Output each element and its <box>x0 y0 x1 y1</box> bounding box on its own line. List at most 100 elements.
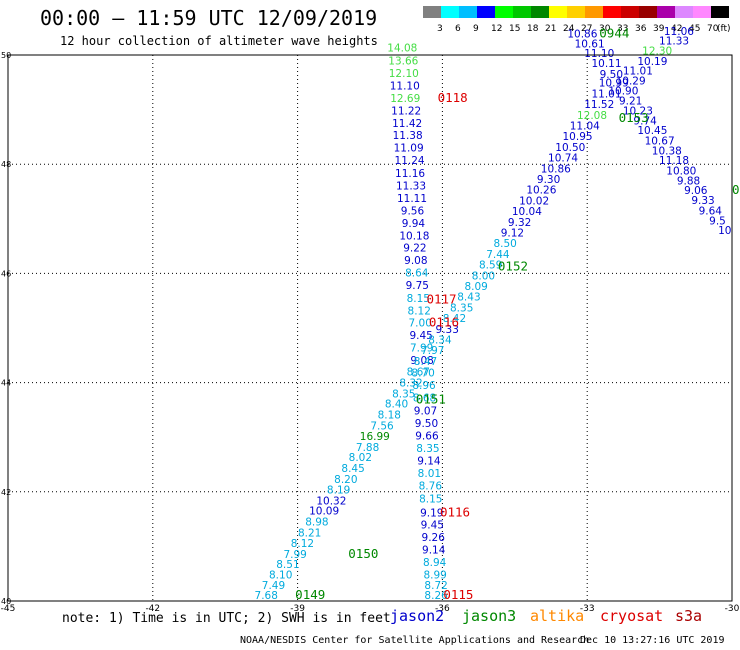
wave-height-point: 9.22 <box>403 243 426 255</box>
wave-height-point: 7.00 <box>409 317 432 329</box>
wave-height-point: 11.10 <box>584 48 614 60</box>
color-scale-label: 21 <box>545 24 557 34</box>
wave-height-point: 9.66 <box>415 430 439 442</box>
pass-time-label: 0149 <box>295 587 325 602</box>
wave-height-point: 11.01 <box>591 89 621 101</box>
color-swatch <box>693 6 711 18</box>
wave-height-point: 9.75 <box>406 280 429 292</box>
wave-height-point: 8.35 <box>416 443 439 455</box>
pass-time-label: 09 <box>732 182 740 197</box>
wave-height-point: 11.33 <box>659 36 689 48</box>
pass-time-label: 0117 <box>426 291 456 306</box>
wave-height-point: 7.68 <box>255 590 278 602</box>
wave-height-point: 9.33 <box>691 195 714 207</box>
color-scale-label: 42 <box>671 24 683 34</box>
y-tick-label: 46 <box>1 269 11 278</box>
pass-time-label: 0116 <box>440 504 470 519</box>
wave-height-point: 8.70 <box>411 368 434 380</box>
wave-height-point: 8.35 <box>450 303 473 315</box>
color-scale-label: 36 <box>635 24 647 34</box>
wave-height-point: 10.90 <box>608 85 638 97</box>
wave-height-point: 8.32 <box>399 377 422 389</box>
color-scale-label: 3 <box>437 24 443 34</box>
wave-height-point: 8.94 <box>423 557 447 569</box>
wave-height-point: 8.21 <box>298 528 321 540</box>
wave-height-point: 8.15 <box>419 494 442 506</box>
wave-height-point: 8.98 <box>305 517 328 529</box>
color-scale-label: 39 <box>653 24 665 34</box>
wave-height-point: 8.19 <box>327 484 350 496</box>
wave-height-point: 8.50 <box>493 238 516 250</box>
wave-height-point: 10.86 <box>567 29 597 41</box>
color-scale-unit: (ft) <box>717 24 731 34</box>
x-tick-label: -36 <box>435 604 450 614</box>
wave-height-point: 8.12 <box>291 538 314 550</box>
legend-altika: altika <box>530 607 585 625</box>
wave-height-point: 11.06 <box>664 26 694 38</box>
wave-height-point: 10.95 <box>563 131 593 143</box>
wave-height-point: 8.96 <box>412 380 436 392</box>
color-swatch <box>477 6 495 18</box>
y-tick-label: 50 <box>1 51 11 60</box>
color-swatch <box>603 6 621 18</box>
wave-height-point: 9.94 <box>402 218 426 230</box>
wave-height-point: 9.50 <box>415 418 438 430</box>
wave-height-point: 9.5 <box>709 215 726 227</box>
wave-height-point: 7.99 <box>410 342 433 354</box>
wave-height-point: 11.38 <box>393 130 423 142</box>
pass-time-label: 0116 <box>429 314 459 329</box>
wave-height-point: 10.50 <box>555 142 585 154</box>
pass-time-label: 0152 <box>498 259 528 274</box>
page-subtitle: 12 hour collection of altimeter wave hei… <box>60 34 378 48</box>
pass-time-label: 0150 <box>348 546 378 561</box>
wave-height-point: 9.14 <box>422 544 446 556</box>
wave-height-point: 9.19 <box>420 507 443 519</box>
wave-height-point: 8.02 <box>349 452 372 464</box>
color-swatch <box>459 6 477 18</box>
wave-height-point: 8.26 <box>424 590 448 602</box>
wave-height-point: 9.06 <box>684 185 708 197</box>
color-swatch <box>531 6 549 18</box>
color-swatch <box>711 6 729 18</box>
pass-time-label: 0115 <box>443 587 473 602</box>
legend-jason2: jason2 <box>390 607 445 625</box>
legend-s3a: s3a <box>675 607 703 625</box>
color-swatch <box>639 6 657 18</box>
wave-height-point: 8.67 <box>407 367 430 379</box>
wave-height-points: 8.268.728.998.949.149.269.459.198.158.76… <box>255 26 732 602</box>
generated-timestamp: Dec 10 13:27:16 UTC 2019 <box>580 635 725 646</box>
wave-height-point: 9.45 <box>421 519 444 531</box>
color-scale-label: 30 <box>599 24 611 34</box>
x-tick-label: -42 <box>145 604 160 614</box>
wave-height-point: 8.68 <box>413 393 436 405</box>
wave-height-point: 8.09 <box>464 281 487 293</box>
wave-height-point: 8.18 <box>378 410 401 422</box>
color-scale-label: 45 <box>689 24 701 34</box>
wave-height-point: 8.12 <box>408 305 431 317</box>
wave-height-point: 7.44 <box>486 249 510 261</box>
wave-height-point: 8.10 <box>269 570 292 582</box>
wave-height-point: 10.02 <box>519 196 549 208</box>
wave-height-point: 10.19 <box>637 56 667 68</box>
wave-height-point: 12.10 <box>389 68 419 80</box>
wave-height-point: 8.40 <box>385 399 408 411</box>
wave-height-point: 11.22 <box>391 106 421 118</box>
wave-height-point: 10.11 <box>591 58 621 70</box>
wave-height-point: 11.18 <box>659 155 689 167</box>
wave-height-point: 10.18 <box>399 231 429 243</box>
wave-height-point: 10.45 <box>637 125 667 137</box>
wave-height-point: 8.99 <box>423 570 446 582</box>
wave-height-point: 8.42 <box>443 313 466 325</box>
wave-height-point: 10.23 <box>623 106 653 118</box>
wave-height-point: 10.61 <box>575 38 605 50</box>
wave-height-point: 16.99 <box>360 431 390 443</box>
wave-height-point: 9.30 <box>537 174 560 186</box>
wave-height-point: 10.29 <box>616 75 646 87</box>
pass-time-label: 0153 <box>619 110 649 125</box>
color-swatch <box>657 6 675 18</box>
wave-height-point: 11.24 <box>395 155 425 167</box>
wave-height-point: 10.26 <box>526 185 556 197</box>
wave-height-point: 7.88 <box>356 442 379 454</box>
color-scale-label: 18 <box>527 24 539 34</box>
